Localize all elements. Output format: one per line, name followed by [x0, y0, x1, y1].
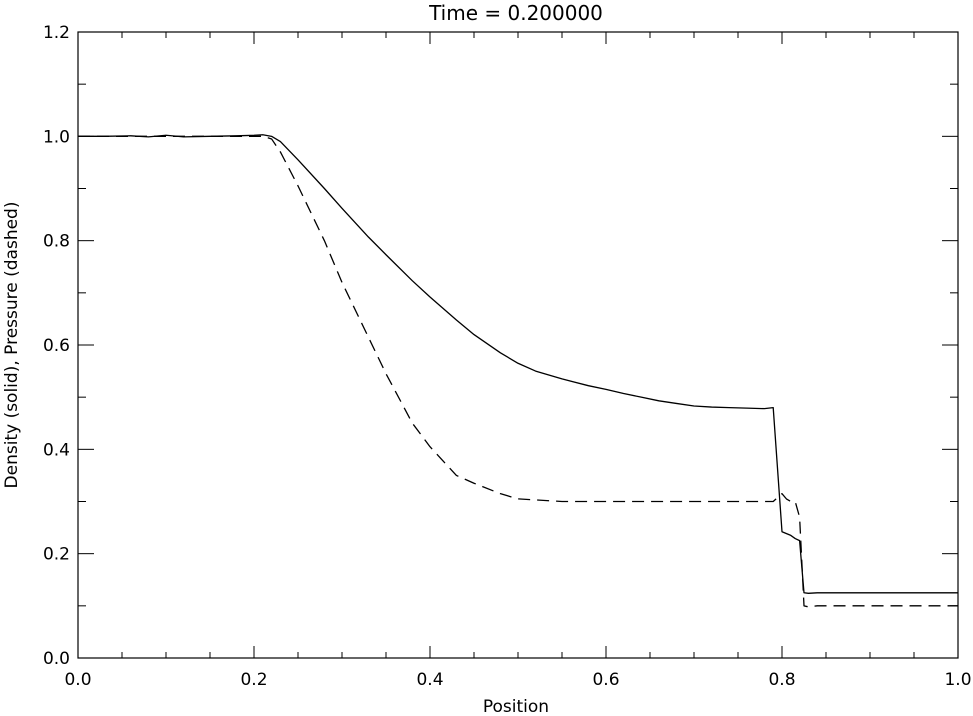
y-tick-label: 0.0 — [43, 649, 70, 669]
plot-frame — [77, 31, 959, 659]
density-series-line — [78, 134, 958, 594]
y-tick-label: 1.2 — [43, 23, 70, 43]
y-tick-label: 0.8 — [43, 232, 70, 252]
pressure-series-line — [78, 135, 958, 608]
x-tick-label: 0.6 — [592, 670, 619, 690]
ticks: 0.0 0.2 0.4 0.6 0.8 1.0 0.0 0.2 0.4 0.6 0.8 1.0 1.2 — [43, 23, 972, 690]
series-layer — [78, 134, 958, 608]
x-tick-label: 0.2 — [240, 670, 267, 690]
chart-title: Time = 0.200000 — [428, 1, 603, 25]
x-axis-title: Position — [483, 697, 549, 716]
x-tick-label: 1.0 — [944, 670, 971, 690]
y-tick-label: 1.0 — [43, 127, 70, 147]
y-axis-title: Density (solid), Pressure (dashed) — [2, 202, 22, 489]
x-tick-label: 0.0 — [64, 670, 91, 690]
x-tick-label: 0.4 — [416, 670, 443, 690]
y-tick-label: 0.4 — [43, 440, 70, 460]
x-tick-label: 0.8 — [768, 670, 795, 690]
y-tick-label: 0.6 — [43, 336, 70, 356]
y-tick-label: 0.2 — [43, 545, 70, 565]
